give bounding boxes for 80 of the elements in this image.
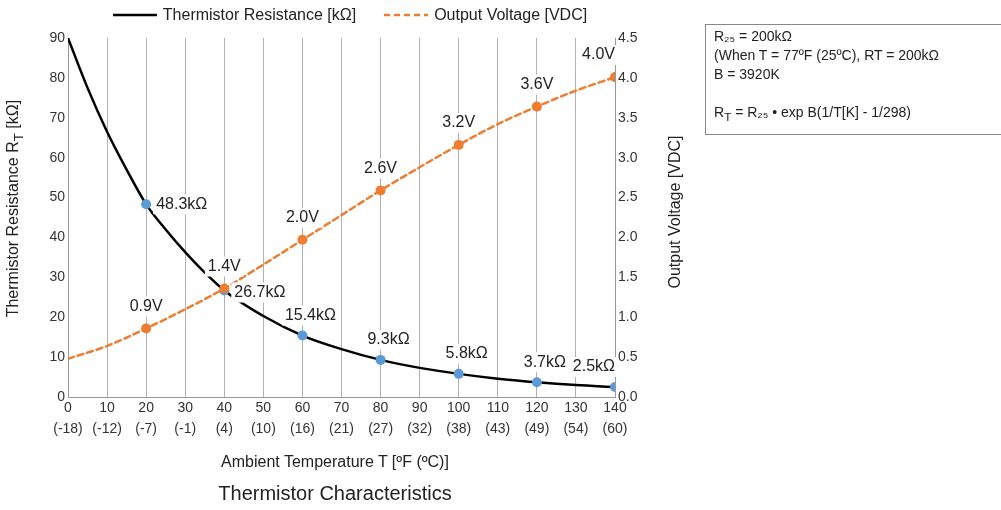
y2-tick-label: 1.0 <box>618 308 638 325</box>
y-tick-label: 80 <box>49 68 66 85</box>
x-tick-label: 50 <box>255 399 272 416</box>
data-label: 5.8kΩ <box>445 344 488 362</box>
x-axis-title: Ambient Temperature T [ºF (ºC)] <box>220 453 450 471</box>
x2-tick-label: (16) <box>290 420 315 437</box>
data-label: 15.4kΩ <box>284 305 337 323</box>
x2-tick-label: (38) <box>446 420 472 437</box>
text: Thermistor Characteristics <box>217 482 453 505</box>
x2-tick-label: (-7) <box>135 420 158 437</box>
data-label: 4.0V <box>582 45 616 63</box>
x-tick-label: 30 <box>177 399 194 416</box>
x-tick-label: 40 <box>216 399 233 416</box>
data-label: 3.2V <box>442 113 476 131</box>
y-tick-label: 50 <box>49 188 66 205</box>
point <box>375 354 386 365</box>
text: (When T = 77ºF (25ºC), RT = 200kΩ <box>714 46 941 65</box>
x2-tick-label: (-18) <box>53 420 83 437</box>
x-tick-label: 110 <box>486 399 510 416</box>
data-label: 2.6V <box>364 158 398 176</box>
x2-tick-label: (21) <box>329 420 354 437</box>
x-tick-label: 90 <box>411 399 428 416</box>
x-tick-label: 10 <box>99 399 116 416</box>
x2-tick-label: (4) <box>215 420 233 437</box>
data-label: 3.7kΩ <box>523 352 566 370</box>
point <box>453 139 464 150</box>
data-label: 9.3kΩ <box>367 330 410 348</box>
data-label: 1.4V <box>207 256 242 274</box>
y2-tick-label: 4.0 <box>618 68 638 85</box>
x2-tick-label: (54) <box>563 420 589 437</box>
y2-tick-label: 0.5 <box>618 347 638 364</box>
y-tick-label: 40 <box>49 228 66 245</box>
data-label: 2.5kΩ <box>572 357 616 375</box>
point <box>297 234 308 245</box>
y-tick-label: 60 <box>49 148 66 165</box>
point <box>141 199 152 210</box>
x2-tick-label: (27) <box>368 420 394 437</box>
x2-tick-label: (-12) <box>92 420 122 437</box>
text: B = 3920K <box>714 65 781 84</box>
y-tick-label: 70 <box>49 108 66 125</box>
x-tick-label: 100 <box>447 399 471 416</box>
y2-tick-label: 3.0 <box>618 148 638 165</box>
data-label: 3.6V <box>520 75 554 93</box>
text: R$_{T}$ = R₂₅ • exp B(1/T[K] - 1/298) <box>714 103 912 125</box>
x2-tick-label: (49) <box>524 420 550 437</box>
data-label: 48.3kΩ <box>156 194 208 212</box>
y-tick-label: 0 <box>57 387 66 404</box>
y-tick-label: 90 <box>49 28 66 45</box>
point <box>297 330 308 341</box>
y2-tick-label: 2.0 <box>618 228 638 245</box>
x-tick-label: 120 <box>525 399 549 416</box>
point <box>141 323 152 334</box>
x2-tick-label: (43) <box>485 420 511 437</box>
x2-tick-label: (10) <box>250 420 276 437</box>
x-tick-label: 20 <box>138 399 155 416</box>
y2-axis-title: Output Voltage [VDC] <box>666 134 684 291</box>
data-label: 0.9V <box>129 296 163 314</box>
x2-tick-label: (32) <box>407 420 433 437</box>
point <box>531 101 542 112</box>
y-tick-label: 10 <box>49 347 66 364</box>
legend-label: Thermistor Resistance [kΩ] <box>162 6 357 24</box>
y2-tick-label: 4.5 <box>618 28 638 45</box>
y-tick-label: 20 <box>49 308 66 325</box>
legend-label: Output Voltage [VDC] <box>434 6 588 24</box>
point <box>531 377 542 388</box>
x-tick-label: 70 <box>333 399 350 416</box>
point <box>453 368 464 379</box>
x-tick-label: 60 <box>294 399 311 416</box>
data-label: 2.0V <box>285 208 320 226</box>
data-label: 26.7kΩ <box>234 282 286 300</box>
x-tick-label: 80 <box>372 399 389 416</box>
y2-tick-label: 1.5 <box>618 268 638 285</box>
y2-tick-label: 3.5 <box>618 108 638 125</box>
x2-tick-label: (-1) <box>174 420 197 437</box>
x-tick-label: 130 <box>564 399 588 416</box>
text: R₂₅ = 200kΩ <box>714 27 793 46</box>
y2-tick-label: 2.5 <box>618 188 638 205</box>
x2-tick-label: (60) <box>602 420 628 437</box>
point <box>375 185 386 196</box>
y-tick-label: 30 <box>49 268 66 285</box>
